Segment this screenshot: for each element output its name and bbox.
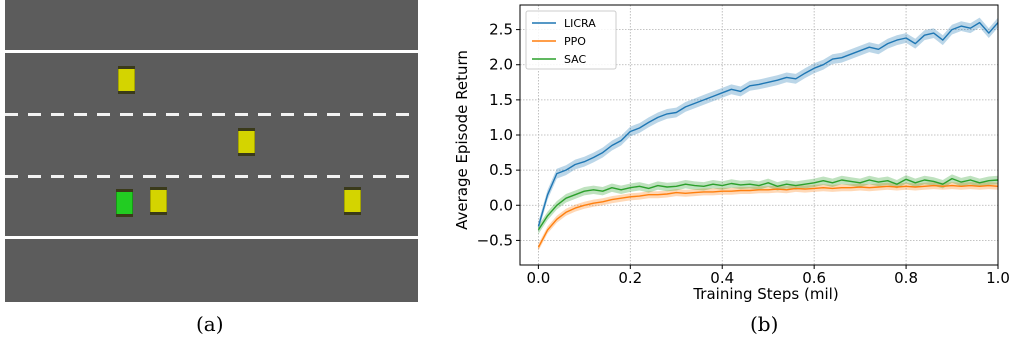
series-lines (537, 21, 999, 248)
legend-label: LICRA (564, 17, 596, 30)
x-axis-label: Training Steps (mil) (692, 285, 838, 303)
y-tick-label: 2.0 (489, 56, 513, 74)
legend-label: PPO (564, 35, 586, 48)
x-tick-label: 1.0 (986, 269, 1010, 287)
y-tick-label: 0.0 (489, 196, 513, 214)
x-tick-label: 0.4 (710, 269, 734, 287)
series-band (538, 182, 998, 251)
y-tick-label: 0.5 (489, 161, 513, 179)
traffic-car (238, 128, 255, 156)
y-tick-label: 1.5 (489, 91, 513, 109)
highway-scene (5, 0, 418, 302)
tick-labels: 0.0 0.2 0.4 0.6 0.8 1.0 −0.5 0.0 0.5 1.0 1.5 2.0 2.5 (477, 21, 1010, 287)
lane-boundary-bottom (5, 236, 418, 239)
series-line (537, 21, 999, 227)
traffic-car (150, 187, 167, 215)
confidence-bands (538, 17, 998, 251)
x-tick-label: 0.6 (802, 269, 826, 287)
ego-car (116, 189, 133, 217)
axes (516, 4, 999, 269)
y-tick-label: −0.5 (477, 231, 513, 249)
y-axis-label: Average Episode Return (453, 50, 471, 230)
y-tick-label: 2.5 (489, 21, 513, 39)
traffic-car (118, 66, 135, 94)
x-tick-label: 0.8 (894, 269, 918, 287)
series-line (537, 177, 999, 231)
lane-divider-2 (5, 175, 418, 178)
series-line (537, 184, 999, 248)
y-tick-label: 1.0 (489, 126, 513, 144)
legend-label: SAC (564, 53, 587, 66)
x-tick-label: 0.0 (526, 269, 550, 287)
lane-divider-1 (5, 113, 418, 116)
series-band (538, 174, 998, 235)
lane-boundary-top (5, 50, 418, 53)
caption-a: (a) (196, 312, 224, 336)
caption-b: (b) (750, 312, 779, 336)
training-return-chart: 0.0 0.2 0.4 0.6 0.8 1.0 −0.5 0.0 0.5 1.0 1.5 2.0 2.5… (453, 4, 1010, 303)
traffic-car (344, 187, 361, 215)
x-tick-label: 0.2 (618, 269, 642, 287)
legend-box (525, 10, 617, 70)
legend: LICRA PPO SAC (525, 10, 617, 70)
